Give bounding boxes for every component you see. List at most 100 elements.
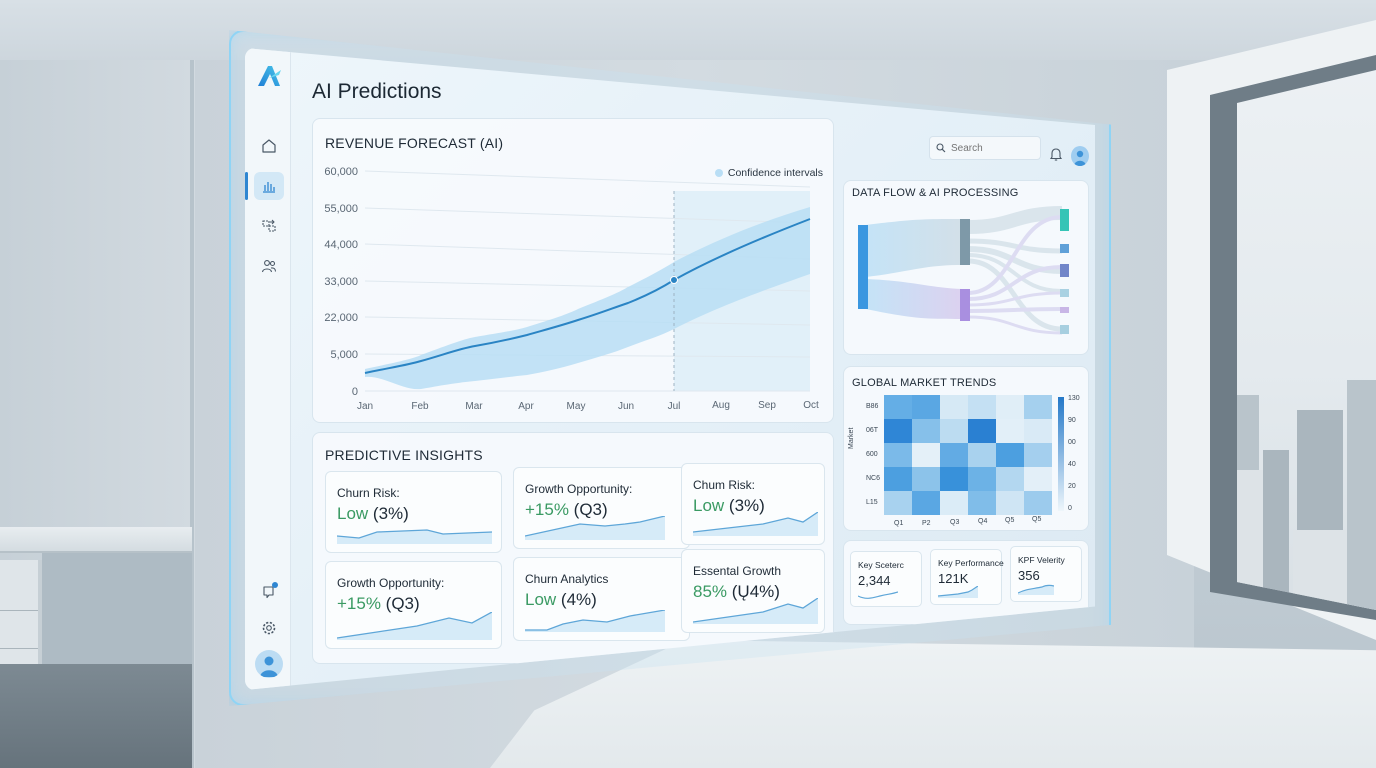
insight-card[interactable]: Chum Risk: Low (3%): [681, 463, 825, 545]
colorbar-tick: 90: [1068, 417, 1076, 424]
kpi-value: 2,344: [858, 573, 891, 588]
active-nav-indicator: [245, 172, 248, 200]
x-tick: Jan: [357, 401, 373, 412]
sankey-node-source: [858, 225, 868, 309]
kpi-value: 356: [1018, 568, 1040, 583]
heatmap-col-label: Q1: [894, 520, 904, 527]
predictive-insights-title: PREDICTIVE INSIGHTS: [325, 447, 483, 463]
predictive-insights-card: PREDICTIVE INSIGHTS Churn Risk: Low (3%)…: [312, 432, 834, 664]
kpi-label: KPF Velerity: [1018, 555, 1065, 565]
insight-label: Essental Growth: [693, 564, 782, 578]
y-tick: 5,000: [330, 349, 358, 361]
heatmap-row-label: B86: [866, 403, 879, 410]
brand-logo-icon[interactable]: [255, 62, 283, 90]
insight-value: 85% (Ų4%): [693, 582, 780, 601]
bar-chart-icon: [263, 182, 275, 193]
global-market-trends-card: GLOBAL MARKET TRENDS Market B86 06T 600 …: [843, 366, 1089, 531]
profile-avatar[interactable]: [255, 650, 283, 678]
sparkline: [525, 610, 665, 632]
insight-card[interactable]: Churn Analytics Low (4%): [513, 557, 690, 641]
legend-label: Confidence intervals: [727, 167, 823, 179]
user-avatar-icon: [1074, 150, 1086, 166]
revenue-line-chart[interactable]: 60,000 55,000 44,000 33,000 22,000 5,000…: [313, 119, 835, 424]
kpi-row: Key Sceterc 2,344 Key Performance 121K K…: [843, 540, 1089, 625]
user-avatar-icon: [260, 656, 278, 677]
sidebar-item-home[interactable]: [254, 132, 284, 160]
x-tick: Oct: [803, 400, 819, 411]
x-tick: Mar: [465, 401, 483, 412]
heatmap-row-label: L15: [866, 499, 878, 506]
x-tick: Apr: [518, 401, 534, 412]
colorbar-tick: 20: [1068, 483, 1076, 490]
notification-badge: [272, 582, 278, 588]
notifications-button[interactable]: [1049, 146, 1063, 162]
bell-icon: [1049, 148, 1063, 161]
y-tick: 44,000: [324, 239, 358, 251]
sankey-node-out-3: [1060, 264, 1069, 277]
sidebar-item-data-transfer[interactable]: [254, 212, 284, 240]
page-title: AI Predictions: [312, 80, 442, 103]
home-icon: [262, 139, 276, 153]
x-tick: Jul: [668, 401, 681, 412]
insight-label: Churn Analytics: [525, 572, 609, 586]
kpi-card[interactable]: Key Sceterc 2,344: [850, 551, 922, 607]
dashboard-screen: AI Predictions REVENUE FORECAST (AI) Con…: [245, 48, 1095, 690]
pillar-edge: [190, 0, 194, 768]
insight-value: +15% (Q3): [525, 500, 608, 519]
kpi-value: 121K: [938, 571, 969, 586]
sidebar-item-notifications[interactable]: [254, 578, 284, 606]
floor: [0, 664, 192, 768]
heatmap-row-label: 06T: [866, 427, 879, 434]
sidebar-item-analytics[interactable]: [254, 172, 284, 200]
chart-legend[interactable]: Confidence intervals: [714, 167, 823, 179]
sidebar-item-users[interactable]: [254, 252, 284, 280]
transfer-icon: [262, 219, 276, 232]
user-menu-avatar[interactable]: [1071, 146, 1089, 166]
market-heatmap[interactable]: [884, 395, 1054, 519]
window-city-view: [1237, 70, 1376, 610]
sparkline: [693, 512, 818, 536]
data-flow-title: DATA FLOW & AI PROCESSING: [852, 187, 1019, 199]
sankey-node-out-6: [1060, 325, 1069, 334]
sankey-node-out-4: [1060, 289, 1069, 297]
colorbar-tick: 130: [1068, 395, 1080, 402]
heatmap-y-axis-label: Market: [848, 427, 855, 449]
sankey-diagram[interactable]: [844, 181, 1090, 356]
kpi-label: Key Sceterc: [858, 560, 904, 570]
insight-label: Churn Risk:: [337, 486, 400, 500]
ceiling: [0, 0, 1376, 60]
under-desk: [42, 553, 192, 665]
gear-icon: [262, 621, 276, 635]
sparkline: [337, 529, 492, 544]
sparkline: [525, 516, 665, 540]
insight-value: Low (3%): [337, 504, 409, 523]
kpi-card[interactable]: Key Performance 121K: [930, 549, 1004, 605]
insight-card[interactable]: Growth Opportunity: +15% (Q3): [325, 561, 502, 649]
y-tick: 22,000: [324, 312, 358, 324]
insight-card[interactable]: Churn Risk: Low (3%): [325, 471, 502, 553]
insight-label: Growth Opportunity:: [337, 576, 445, 590]
heatmap-col-label: Q5: [1032, 516, 1042, 523]
kpi-card[interactable]: KPF Velerity 356: [1010, 546, 1082, 602]
colorbar-tick: 0: [1068, 505, 1072, 512]
insight-label: Chum Risk:: [693, 478, 756, 492]
chat-notification-icon: [263, 586, 274, 599]
market-trends-title: GLOBAL MARKET TRENDS: [852, 377, 997, 389]
sankey-node-out-2: [1060, 244, 1069, 253]
heatmap-row-label: 600: [866, 451, 878, 458]
desk: [0, 527, 192, 553]
insight-card[interactable]: Essental Growth 85% (Ų4%): [681, 549, 825, 633]
revenue-forecast-card: REVENUE FORECAST (AI) Confidence interva…: [312, 118, 834, 423]
x-tick: Aug: [712, 400, 730, 411]
heatmap-row-label: NC6: [866, 475, 881, 482]
insight-card[interactable]: Growth Opportunity: +15% (Q3): [513, 467, 690, 549]
revenue-forecast-title: REVENUE FORECAST (AI): [325, 135, 504, 151]
data-flow-card: DATA FLOW & AI PROCESSING: [843, 180, 1089, 355]
search-box[interactable]: [929, 136, 1041, 160]
sankey-node-stage-b: [960, 289, 970, 321]
x-tick: Sep: [758, 400, 776, 411]
search-input[interactable]: [951, 142, 1031, 154]
sidebar-item-settings[interactable]: [254, 614, 284, 642]
heatmap-col-label: Q5: [1005, 517, 1015, 524]
y-tick: 60,000: [324, 166, 358, 178]
